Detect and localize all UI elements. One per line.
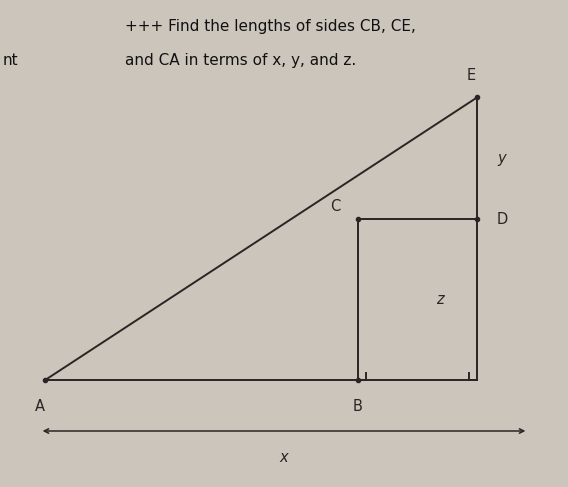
Text: nt: nt xyxy=(3,54,19,68)
Text: D: D xyxy=(497,212,508,226)
Text: C: C xyxy=(330,199,340,214)
Text: z: z xyxy=(436,292,444,307)
Text: B: B xyxy=(353,399,363,414)
Text: +++ Find the lengths of sides CB, CE,: +++ Find the lengths of sides CB, CE, xyxy=(125,19,416,34)
Text: y: y xyxy=(497,151,506,166)
Text: x: x xyxy=(279,450,289,466)
Text: A: A xyxy=(35,399,45,414)
Text: E: E xyxy=(467,68,476,83)
Text: and CA in terms of x, y, and z.: and CA in terms of x, y, and z. xyxy=(125,54,356,68)
